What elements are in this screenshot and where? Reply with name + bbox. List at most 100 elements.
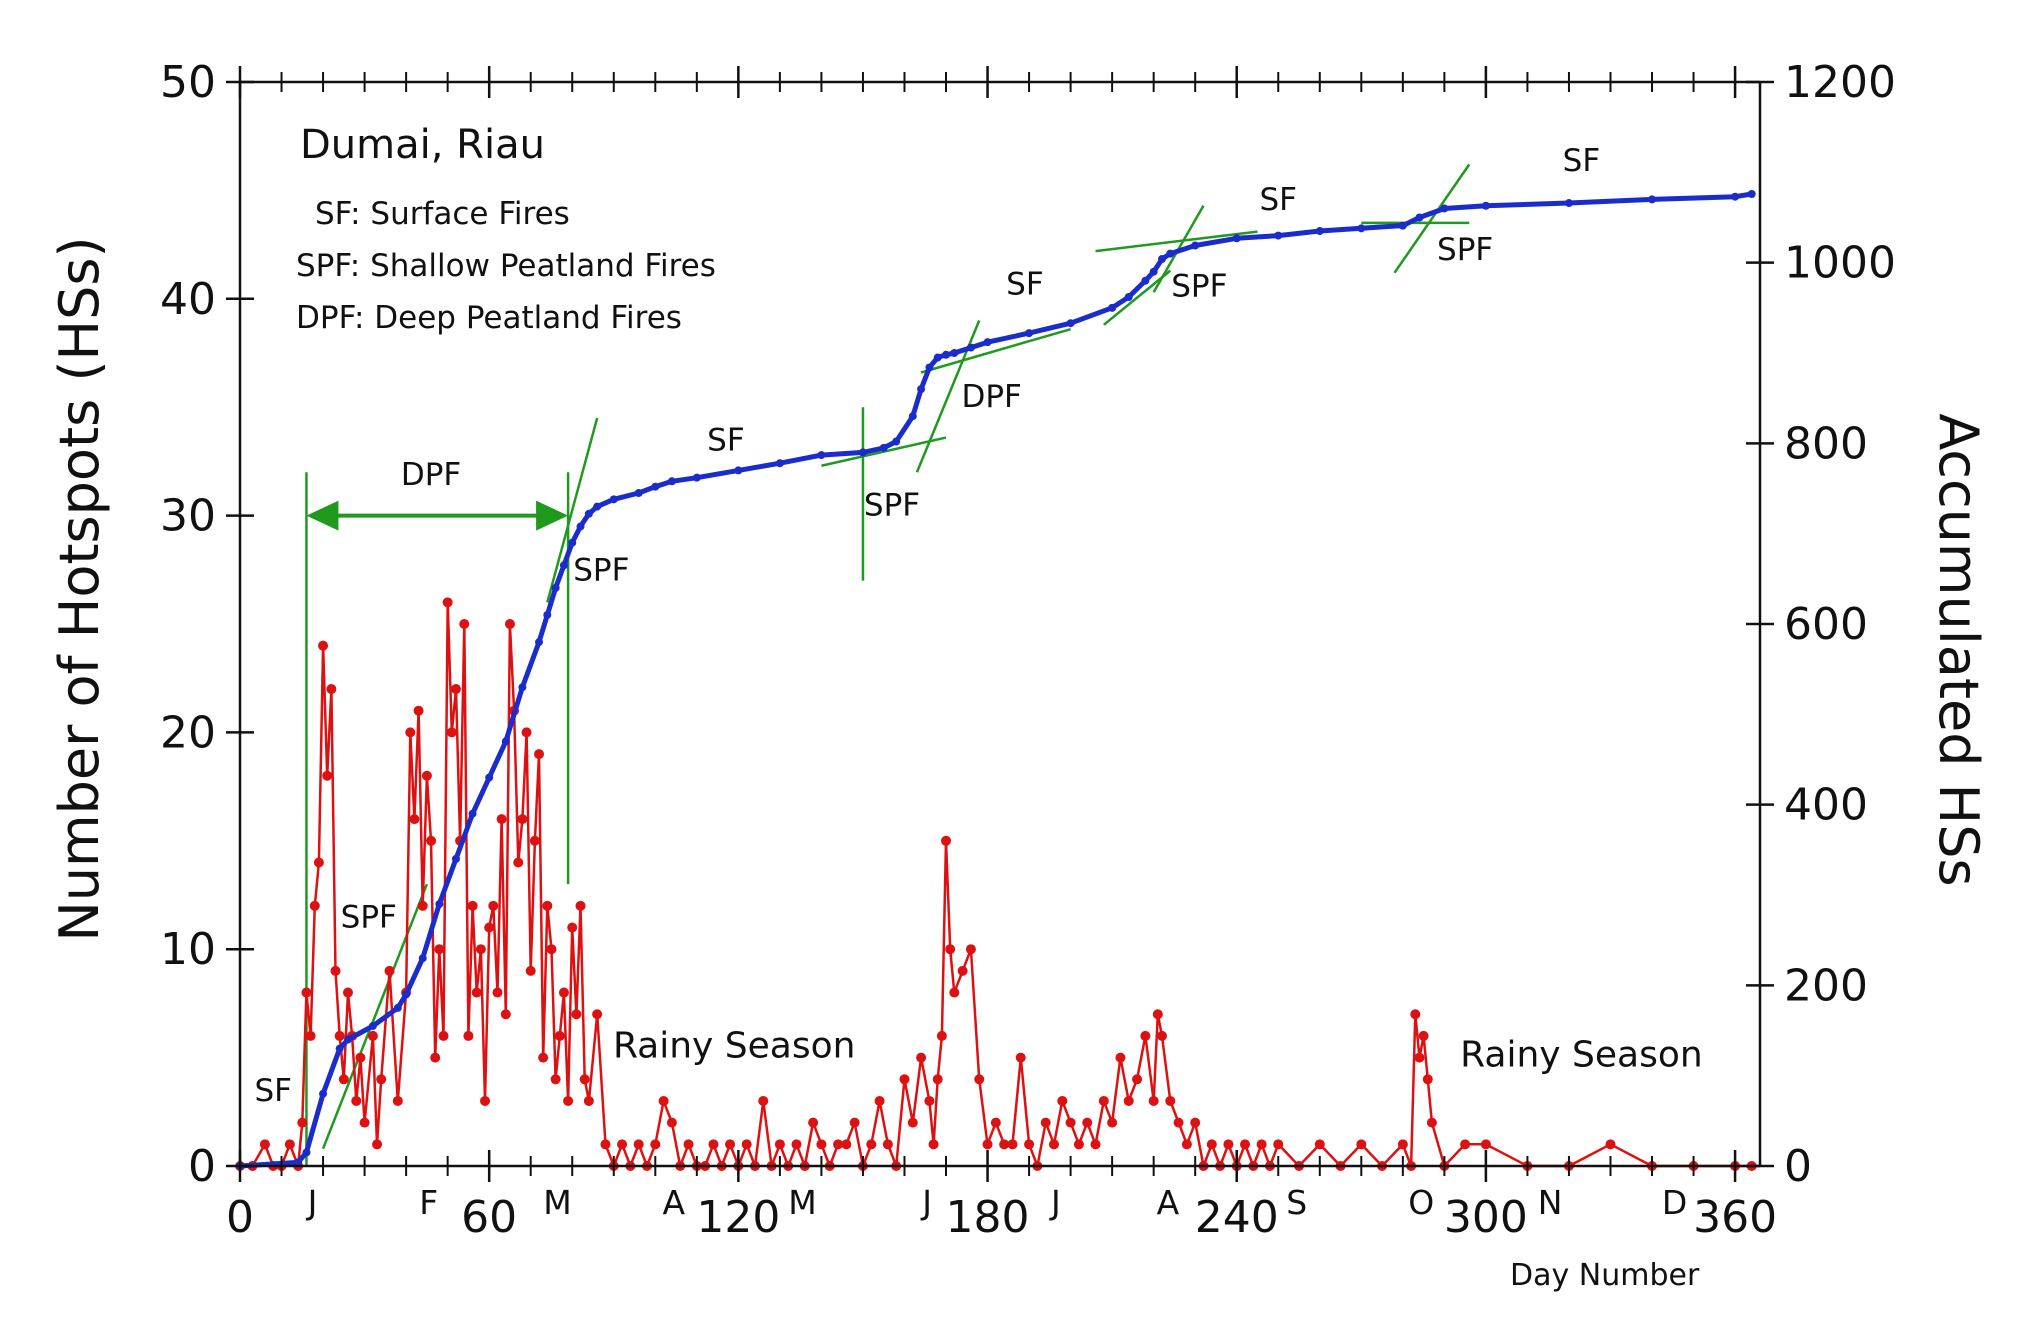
phase-label: SPF [1437, 232, 1493, 268]
accumulated-hotspot-point [393, 1003, 402, 1012]
x-axis-title: Day Number [1510, 1258, 1700, 1293]
phase-label: DPF [401, 457, 461, 493]
accumulated-hotspot-point [593, 502, 602, 511]
daily-hotspot-point [309, 900, 320, 911]
daily-hotspot-point [774, 1139, 785, 1150]
accumulated-hotspot-point [435, 900, 444, 909]
daily-hotspot-point [633, 1139, 644, 1150]
phase-label: SF [1563, 143, 1601, 179]
daily-hotspot-point [1460, 1139, 1471, 1150]
daily-hotspot-point [417, 900, 428, 911]
accumulated-hotspot-point [451, 854, 460, 863]
axes: 0 10 20 30 40 50 0 200 400 600 800 1000 1200 0 60 120 18… [160, 57, 1896, 1243]
accumulated-hotspot-series [236, 190, 1756, 1170]
y2-tick-label: 200 [1784, 960, 1868, 1011]
daily-hotspot-point [355, 1052, 366, 1063]
daily-hotspot-point [496, 814, 507, 825]
month-label: M [543, 1183, 571, 1222]
accumulated-hotspot-point [368, 1021, 377, 1030]
accumulated-hotspot-point [609, 495, 618, 504]
accumulated-hotspot-point [692, 473, 701, 482]
month-label: F [419, 1183, 438, 1222]
accumulated-hotspot-point [1731, 192, 1740, 201]
daily-hotspot-point [1418, 1030, 1429, 1041]
daily-hotspot-point [521, 727, 532, 738]
accumulated-hotspot-point [966, 343, 975, 352]
y2-tick-label: 0 [1784, 1141, 1812, 1192]
daily-hotspot-point [534, 749, 545, 760]
accumulated-hotspot-point [1440, 204, 1449, 213]
y2-tick-label: 400 [1784, 780, 1868, 831]
daily-hotspot-point [529, 835, 540, 846]
accumulated-hotspot-point [1108, 303, 1117, 312]
daily-hotspot-point [941, 835, 952, 846]
y-tick-label: 50 [160, 57, 216, 108]
daily-hotspot-point [1107, 1117, 1118, 1128]
accumulated-hotspot-point [1415, 213, 1424, 222]
accumulated-hotspot-point [950, 349, 959, 357]
daily-hotspot-series [235, 597, 1757, 1171]
accumulated-hotspot-point [468, 809, 477, 818]
daily-hotspot-point [359, 1117, 370, 1128]
phase-label: SF [1006, 266, 1044, 302]
phase-label: SF [254, 1073, 292, 1109]
daily-hotspot-point [484, 922, 495, 933]
accumulated-hotspot-point [559, 561, 568, 570]
accumulated-hotspot-point [667, 477, 676, 486]
accumulated-hotspot-point [302, 1148, 311, 1157]
legend-item-surface-fires: SF: Surface Fires [315, 196, 570, 232]
daily-hotspot-point [1165, 1095, 1176, 1106]
accumulated-hotspot-point [1747, 190, 1756, 199]
daily-hotspot-point [1090, 1139, 1101, 1150]
y-tick-label: 40 [160, 274, 216, 325]
accumulated-hotspot-point [1166, 249, 1175, 258]
daily-hotspot-point [1480, 1139, 1491, 1150]
accumulated-hotspot-point [1025, 329, 1034, 338]
daily-hotspot-point [504, 619, 515, 629]
daily-hotspot-point [376, 1074, 387, 1085]
x-tick-label: 60 [461, 1192, 517, 1243]
daily-hotspot-point [313, 857, 324, 868]
phase-guide-lines [305, 163, 1471, 1166]
daily-hotspot-point [384, 965, 395, 976]
daily-hotspot-point [471, 987, 482, 998]
accumulated-hotspot-point [543, 610, 552, 619]
accumulated-hotspot-point [879, 443, 888, 452]
daily-hotspot-point [1256, 1139, 1267, 1150]
accumulated-hotspot-point [1274, 231, 1283, 240]
daily-hotspot-point [525, 965, 536, 976]
daily-hotspot-point [758, 1095, 769, 1106]
daily-hotspot-point [1015, 1052, 1026, 1063]
guide-line [1095, 230, 1258, 253]
month-label: J [920, 1183, 932, 1222]
accumulated-hotspot-point [335, 1044, 344, 1053]
accumulated-hotspot-point [892, 437, 901, 446]
accumulated-hotspot-point [1124, 292, 1133, 301]
daily-hotspot-point [1152, 1009, 1163, 1020]
daily-hotspot-point [990, 1117, 1001, 1128]
accumulated-hotspot-point [1149, 267, 1158, 276]
accumulated-hotspot-point [983, 338, 992, 347]
month-label: J [306, 1183, 318, 1222]
daily-hotspot-point [500, 1009, 511, 1020]
daily-hotspot-point [413, 705, 424, 716]
daily-hotspot-point [488, 900, 499, 911]
chart-title: Dumai, Riau [300, 122, 545, 168]
legend-item-deep-peatland-fires: DPF: Deep Peatland Fires [296, 300, 682, 336]
accumulated-hotspot-point [1398, 221, 1407, 230]
daily-hotspot-point [999, 1139, 1010, 1150]
month-label: A [662, 1183, 685, 1222]
daily-hotspot-point [446, 727, 457, 738]
x-tick-label: 0 [226, 1192, 254, 1243]
daily-hotspot-point [372, 1139, 383, 1150]
x-tick-label: 360 [1693, 1192, 1777, 1243]
daily-hotspot-point [1057, 1095, 1068, 1106]
guide-line [920, 327, 1071, 374]
rainy-season-label: Rainy Season [1460, 1034, 1703, 1075]
accumulated-hotspot-point [418, 954, 427, 963]
guide-line [1393, 163, 1471, 274]
accumulated-hotspot-point [584, 509, 593, 518]
accumulated-hotspot-point [817, 451, 826, 460]
daily-hotspot-point [517, 814, 528, 825]
accumulated-hotspot-point [634, 489, 643, 498]
